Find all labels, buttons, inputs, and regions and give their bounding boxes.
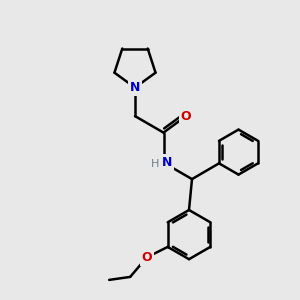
Text: O: O bbox=[141, 251, 152, 264]
Text: O: O bbox=[181, 110, 191, 123]
Text: H: H bbox=[151, 159, 159, 169]
Text: N: N bbox=[130, 81, 140, 94]
Text: N: N bbox=[162, 156, 172, 169]
